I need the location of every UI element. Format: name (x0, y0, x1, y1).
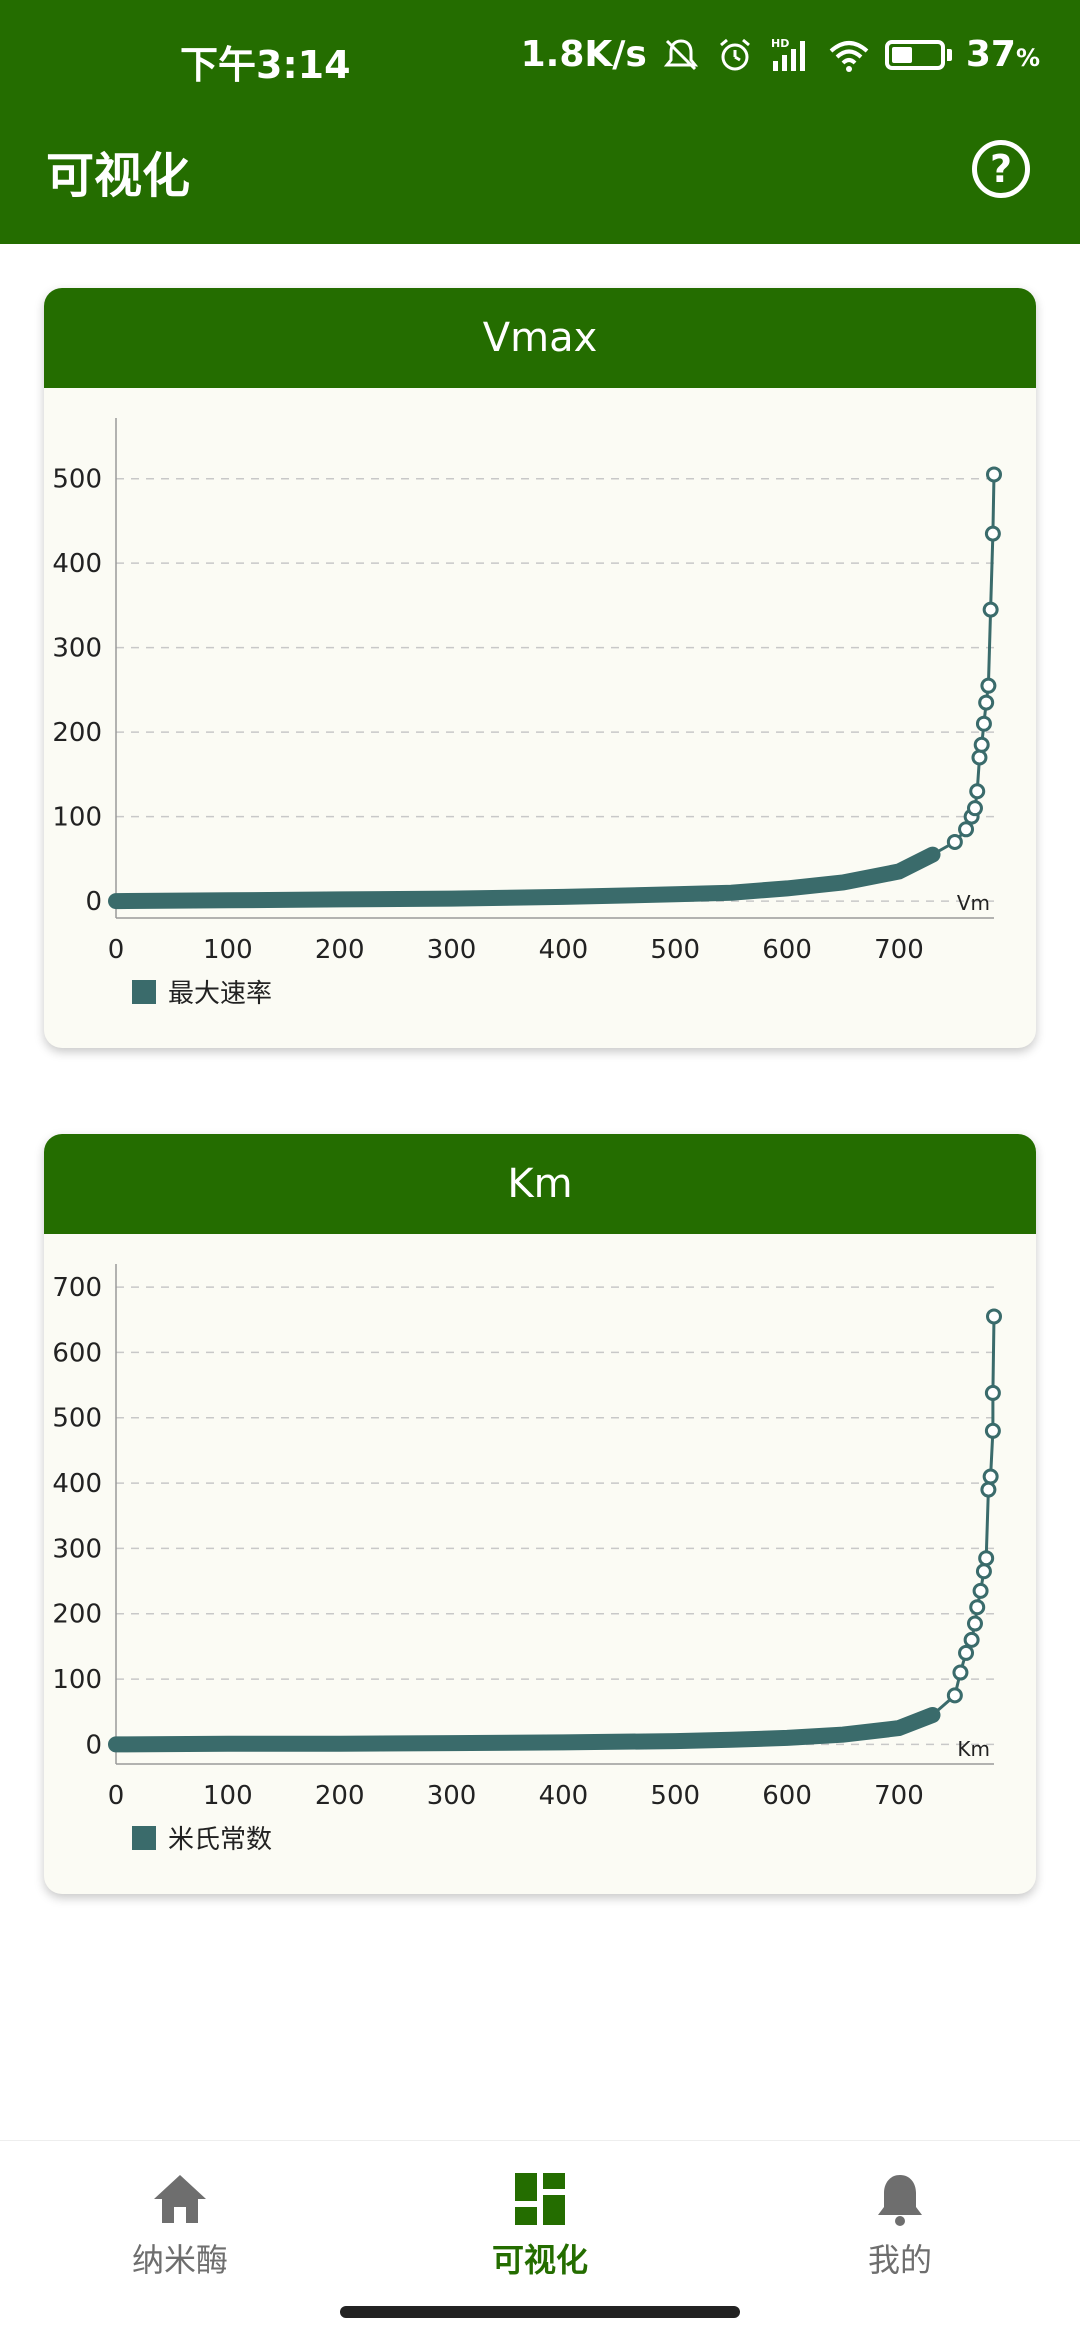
km-chart-header: Km (44, 1134, 1036, 1234)
y-tick-label: 400 (52, 549, 102, 579)
data-point (984, 1384, 1001, 1401)
x-tick-label: 0 (108, 935, 125, 965)
data-point (946, 1687, 963, 1704)
x-tick-label: 300 (427, 1781, 477, 1811)
nav-item-visualization[interactable]: 可视化 (420, 2171, 660, 2281)
x-axis-label: Vm (957, 891, 990, 915)
y-tick-label: 0 (85, 1730, 102, 1760)
home-icon (154, 2175, 206, 2223)
data-point (969, 1599, 986, 1616)
data-point (966, 1615, 983, 1632)
data-point (975, 715, 992, 732)
data-point (982, 601, 999, 618)
battery-icon (884, 39, 952, 70)
series-band (108, 846, 941, 910)
data-point (958, 821, 975, 838)
x-tick-label: 200 (315, 1781, 365, 1811)
nav-item-mine[interactable]: 我的 (780, 2171, 1020, 2281)
nav-label-mine: 我的 (867, 2241, 932, 2279)
bell-icon (878, 2175, 922, 2226)
series-line (115, 1316, 996, 1746)
x-tick-label: 200 (315, 935, 365, 965)
data-point (971, 749, 988, 766)
data-point (980, 677, 997, 694)
vmax-chart-header: Vmax (44, 288, 1036, 388)
hd-signal-icon: HD (771, 37, 805, 71)
y-tick-label: 100 (52, 1665, 102, 1695)
svg-text:HD: HD (771, 37, 789, 50)
x-tick-label: 400 (539, 935, 589, 965)
data-point (982, 1468, 999, 1485)
y-tick-label: 400 (52, 1469, 102, 1499)
data-point (952, 1664, 969, 1681)
y-tick-label: 600 (52, 1338, 102, 1368)
home-indicator (340, 2306, 740, 2318)
y-tick-label: 700 (52, 1273, 102, 1303)
data-point (986, 1308, 1002, 1325)
wifi-icon (829, 40, 869, 72)
battery-percent: 37% (965, 34, 1040, 75)
data-point (975, 1563, 992, 1580)
page-title: 可视化 (46, 148, 191, 204)
data-point (984, 525, 1001, 542)
y-tick-label: 500 (52, 465, 102, 495)
legend-label: 最大速率 (168, 979, 272, 1009)
data-point (966, 800, 983, 817)
top-app-bar: 下午3:14 1.8K/s HD (0, 0, 1080, 244)
data-point (946, 833, 963, 850)
question-circle-icon[interactable]: ? (972, 140, 1030, 198)
dashboard-icon (515, 2173, 565, 2225)
vmax-chart: 0 100 200 300 400 500 0 100 200 300 400 500 600 700 Vm… (52, 418, 1002, 1009)
x-tick-label: 400 (539, 1781, 589, 1811)
y-tick-label: 300 (52, 634, 102, 664)
y-tick-label: 300 (52, 1534, 102, 1564)
x-tick-label: 700 (874, 1781, 924, 1811)
data-point (958, 1644, 975, 1661)
series-band (108, 1707, 941, 1753)
x-tick-label: 100 (203, 1781, 253, 1811)
mute-bell-icon (663, 38, 698, 70)
x-tick-label: 500 (650, 935, 700, 965)
x-tick-label: 600 (762, 935, 812, 965)
km-chart-card: Km 0 100 200 300 400 500 600 700 0 100 200 300 400 50… (44, 1134, 1036, 1894)
legend-swatch (132, 1826, 156, 1850)
legend-swatch (132, 980, 156, 1004)
alarm-icon (719, 38, 750, 70)
x-tick-label: 300 (427, 935, 477, 965)
series-line (115, 474, 996, 903)
nav-label-nanozyme: 纳米酶 (131, 2241, 228, 2279)
x-axis-label: Km (957, 1737, 990, 1761)
status-right: 1.8K/s HD (521, 34, 1040, 75)
data-point (986, 466, 1002, 483)
x-tick-label: 0 (108, 1781, 125, 1811)
data-point (984, 1422, 1001, 1439)
status-bar: 下午3:14 1.8K/s HD (0, 0, 1080, 120)
x-tick-label: 700 (874, 935, 924, 965)
y-tick-label: 200 (52, 1600, 102, 1630)
data-point (973, 736, 990, 753)
data-point (969, 783, 986, 800)
status-time: 下午3:14 (180, 43, 351, 87)
vmax-chart-card: Vmax 0 100 200 300 400 500 0 100 200 300 400 500 600… (44, 288, 1036, 1048)
x-tick-label: 100 (203, 935, 253, 965)
y-tick-label: 0 (85, 887, 102, 917)
data-point (978, 1550, 995, 1567)
data-point (980, 1481, 997, 1498)
legend-label: 米氏常数 (168, 1825, 272, 1855)
data-point (978, 694, 995, 711)
x-tick-label: 500 (650, 1781, 700, 1811)
y-tick-label: 500 (52, 1404, 102, 1434)
x-tick-label: 600 (762, 1781, 812, 1811)
nav-item-nanozyme[interactable]: 纳米酶 (60, 2171, 300, 2281)
nav-label-visualization: 可视化 (491, 2241, 588, 2279)
km-chart: 0 100 200 300 400 500 600 700 0 100 200 300 400 500 60… (52, 1264, 1002, 1855)
y-tick-label: 200 (52, 718, 102, 748)
help-glyph: ? (989, 147, 1013, 191)
y-tick-label: 100 (52, 803, 102, 833)
network-speed: 1.8K/s (520, 34, 647, 75)
data-point (972, 1582, 989, 1599)
data-point (963, 1631, 980, 1648)
